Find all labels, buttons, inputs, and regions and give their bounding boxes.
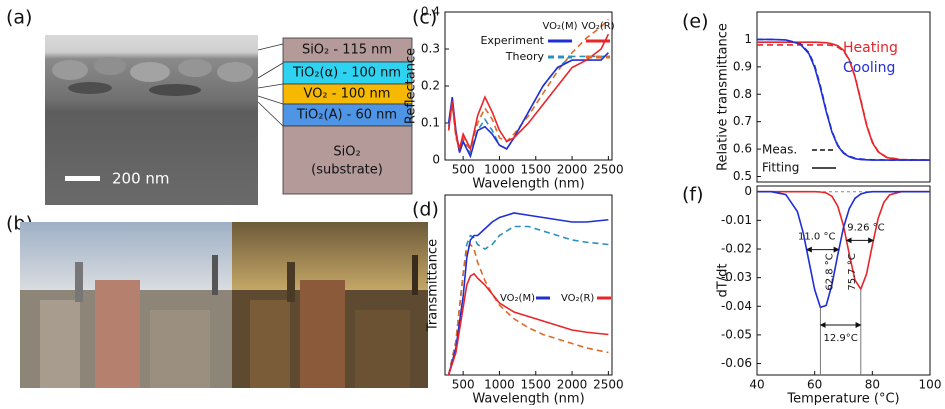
data-line bbox=[447, 52, 609, 159]
y-tick-label: 0 bbox=[744, 184, 752, 198]
substrate-label: (substrate) bbox=[311, 163, 383, 178]
y-tick-label: 0.7 bbox=[733, 114, 752, 128]
y-tick-label: -0.05 bbox=[721, 327, 752, 341]
data-line bbox=[447, 272, 609, 376]
plot-frame bbox=[756, 185, 931, 376]
x-tick-label: 2000 bbox=[557, 378, 588, 392]
legend-label: Heating bbox=[843, 40, 898, 56]
sem-image bbox=[45, 35, 258, 205]
x-tick-label: 2000 bbox=[557, 163, 588, 177]
x-tick-label: 1000 bbox=[484, 163, 515, 177]
annotation: 75.7 °C bbox=[847, 253, 858, 290]
data-line bbox=[757, 190, 930, 309]
legend-label: VO₂(M) bbox=[500, 293, 535, 304]
x-tick-label: 60 bbox=[807, 378, 822, 392]
legend-label: Experiment bbox=[480, 34, 544, 47]
y-tick-label: 0 bbox=[432, 153, 440, 167]
plot-frame bbox=[756, 11, 931, 183]
x-tick-label: 1500 bbox=[520, 378, 551, 392]
y-axis-label: dT/dt bbox=[716, 264, 731, 298]
x-tick-label: 40 bbox=[749, 378, 764, 392]
y-tick-label: -0.01 bbox=[721, 213, 752, 227]
theory-line bbox=[447, 243, 609, 376]
scale-bar-label: 200 nm bbox=[112, 170, 170, 188]
x-axis-label: Temperature (°C) bbox=[786, 392, 899, 406]
legend-label: VO₂(M) bbox=[543, 21, 578, 32]
layer-label: TiO₂(A) - 60 nm bbox=[296, 108, 397, 123]
x-tick-label: 80 bbox=[865, 378, 880, 392]
annotation: 9.26 °C bbox=[847, 222, 884, 233]
y-tick-label: 0.2 bbox=[421, 79, 440, 93]
y-tick-label: 0.9 bbox=[733, 59, 752, 73]
y-tick-label: 0.4 bbox=[421, 5, 440, 19]
x-tick-label: 500 bbox=[452, 378, 475, 392]
y-tick-label: 0.3 bbox=[421, 42, 440, 56]
data-line bbox=[447, 212, 609, 376]
data-line bbox=[447, 33, 610, 152]
y-tick-label: -0.04 bbox=[721, 299, 752, 313]
x-tick-label: 500 bbox=[452, 163, 475, 177]
panel-label: (d) bbox=[412, 199, 439, 221]
x-tick-label: 1500 bbox=[520, 163, 551, 177]
y-axis-label: Transmittance bbox=[426, 239, 441, 332]
legend-label: VO₂(R) bbox=[561, 293, 594, 304]
y-tick-label: 0.1 bbox=[421, 116, 440, 130]
photo-pair bbox=[20, 222, 428, 388]
x-tick-label: 2500 bbox=[593, 163, 624, 177]
annotation: 11.0 °C bbox=[798, 232, 835, 243]
y-tick-label: 1 bbox=[744, 32, 752, 46]
panel-label: (a) bbox=[6, 7, 32, 29]
x-tick-label: 1000 bbox=[484, 378, 515, 392]
layer-stack bbox=[257, 37, 413, 195]
legend-label: Cooling bbox=[843, 60, 895, 76]
legend-label: VO₂(R) bbox=[581, 21, 614, 32]
annotation: 12.9°C bbox=[823, 333, 857, 344]
y-tick-label: 0.5 bbox=[733, 169, 752, 183]
data-line bbox=[757, 41, 930, 161]
layer-label: SiO₂ - 115 nm bbox=[302, 43, 392, 58]
y-tick-label: 0.8 bbox=[733, 87, 752, 101]
panel-label: (c) bbox=[412, 7, 437, 29]
y-tick-label: 0.6 bbox=[733, 142, 752, 156]
y-tick-label: -0.02 bbox=[721, 242, 752, 256]
annotation: 62.8 °C bbox=[824, 253, 835, 290]
legend-label: Theory bbox=[505, 50, 545, 63]
layer-label: VO₂ - 100 nm bbox=[304, 87, 391, 102]
y-tick-label: -0.06 bbox=[721, 356, 752, 370]
panel-label: (e) bbox=[682, 11, 709, 33]
legend-label: Fitting bbox=[762, 161, 799, 175]
data-line bbox=[757, 38, 930, 161]
substrate-label: SiO₂ bbox=[333, 145, 360, 160]
y-tick-label: -0.03 bbox=[721, 270, 752, 284]
x-tick-label: 100 bbox=[919, 378, 942, 392]
x-tick-label: 2500 bbox=[593, 378, 624, 392]
x-axis-label: Wavelength (nm) bbox=[472, 177, 584, 192]
plot-frame bbox=[444, 194, 613, 376]
y-axis-label: Reflectance bbox=[404, 48, 419, 124]
layer-label: TiO₂(α) - 100 nm bbox=[292, 66, 401, 81]
y-axis-label: Relative transmittance bbox=[716, 23, 731, 171]
panel-label: (f) bbox=[682, 184, 704, 206]
x-axis-label: Wavelength (nm) bbox=[472, 392, 584, 406]
legend-label: Meas. bbox=[762, 143, 797, 157]
data-line bbox=[757, 190, 930, 291]
